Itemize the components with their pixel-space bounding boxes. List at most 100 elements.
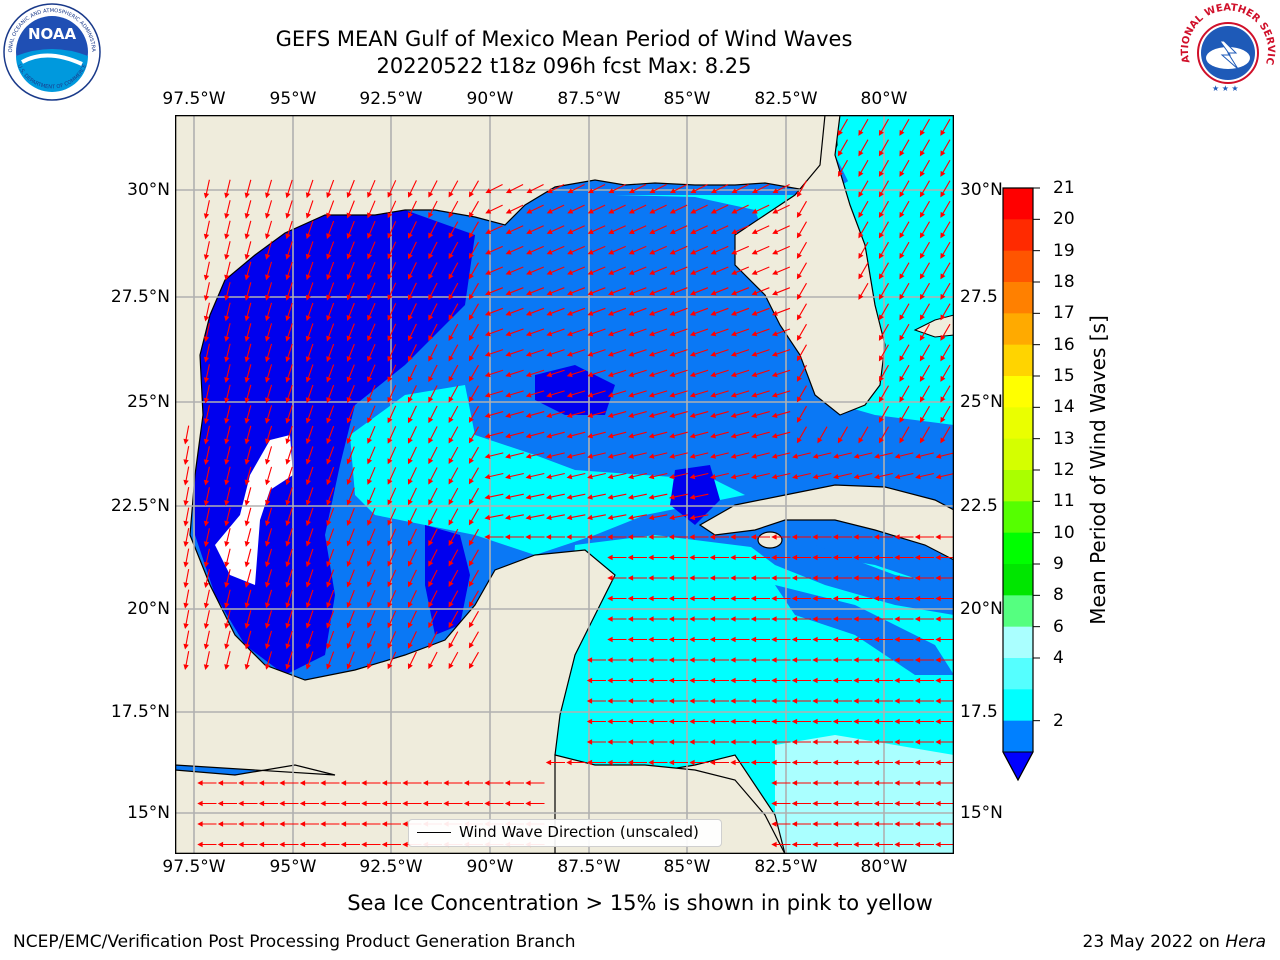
wind-arrow-head	[940, 232, 946, 239]
wind-arrow-head	[587, 249, 594, 255]
wind-arrow-head	[935, 534, 941, 540]
wind-arrow-head	[320, 841, 326, 848]
wind-arrow-head	[203, 192, 210, 199]
map-subtitle: 20220522 t18z 096h fcst Max: 8.25	[376, 54, 752, 78]
wind-arrow-head	[607, 473, 614, 480]
wind-arrow-head	[567, 208, 574, 214]
wind-arrow-head	[224, 377, 230, 383]
wind-arrow-head	[367, 376, 373, 383]
wind-arrow-head	[361, 821, 367, 827]
wind-arrow-head	[468, 642, 474, 649]
wind-arrow-head	[346, 376, 352, 383]
wind-arrow-head	[853, 575, 859, 581]
wind-arrow-head	[832, 575, 839, 581]
wind-arrow-head	[484, 514, 491, 521]
wind-arrow-head	[894, 677, 900, 684]
colorbar-segment	[1003, 282, 1033, 314]
left-tick-label: 20°N	[127, 599, 170, 619]
wind-arrow-head	[428, 212, 434, 219]
wind-arrow-head	[628, 188, 635, 194]
wind-arrow-head	[607, 412, 614, 418]
wind-arrow-head	[873, 821, 880, 827]
wind-arrow-head	[224, 500, 230, 506]
wind-arrow-head	[183, 520, 189, 527]
wind-arrow-head	[771, 636, 777, 643]
wind-arrow-head	[265, 274, 271, 281]
wind-arrow-head	[771, 473, 778, 480]
footer-credit: NCEP/EMC/Verification Post Processing Pr…	[13, 932, 576, 952]
wind-arrow-head	[919, 293, 925, 300]
wind-arrow-head	[285, 540, 291, 547]
colorbar-tick-label: 19	[1053, 240, 1075, 261]
wind-arrow-head	[217, 780, 224, 786]
wind-arrow-head	[526, 269, 533, 275]
colorbar-extend-triangle	[1002, 751, 1034, 782]
wind-arrow-head	[468, 252, 474, 259]
wind-arrow-head	[265, 315, 271, 322]
wind-arrow-head	[443, 800, 449, 807]
land-cuba	[698, 484, 954, 561]
wind-arrow-head	[387, 601, 393, 608]
wind-arrow-head	[730, 412, 737, 418]
wind-arrow-head	[858, 437, 864, 444]
wind-arrow-head	[669, 433, 675, 439]
wind-arrow-head	[878, 150, 884, 157]
wind-arrow-head	[224, 356, 230, 363]
wind-arrow-head	[649, 208, 656, 214]
wind-arrow-head	[203, 479, 210, 486]
wind-arrow-head	[367, 355, 373, 362]
wind-arrow-head	[468, 232, 474, 239]
colorbar-tick-label: 11	[1053, 491, 1075, 512]
wind-arrow-head	[919, 211, 925, 218]
wind-arrow-head	[771, 698, 777, 704]
wind-arrow-head	[940, 211, 946, 218]
wind-arrow-head	[935, 698, 941, 704]
wind-arrow-head	[919, 150, 925, 157]
wind-arrow-head	[878, 355, 884, 362]
wind-arrow-head	[505, 310, 512, 316]
wind-arrow-head	[689, 595, 695, 602]
wind-arrow-head	[265, 397, 271, 404]
wind-arrow-head	[914, 657, 921, 663]
wind-arrow-head	[197, 821, 203, 827]
wind-arrow-head	[244, 233, 250, 240]
wind-arrow-head	[751, 290, 758, 296]
colorbar-segment	[1003, 501, 1033, 534]
wind-arrow-head	[668, 698, 675, 704]
right-tick-label: 30°N	[960, 180, 1003, 200]
wind-arrow-head	[627, 575, 634, 581]
wind-arrow-head	[730, 331, 737, 337]
wind-arrow-head	[812, 739, 818, 745]
wind-arrow-head	[919, 334, 925, 341]
wind-arrow-head	[407, 540, 413, 547]
wind-arrow-head	[750, 718, 757, 725]
wind-arrow-head	[505, 494, 511, 500]
wind-arrow-head	[858, 273, 864, 280]
wind-arrow-head	[607, 616, 613, 622]
wind-arrow-head	[750, 759, 757, 766]
colorbar-segment	[1003, 188, 1033, 220]
wind-arrow-head	[771, 575, 777, 581]
wind-arrow-head	[265, 253, 271, 260]
wind-arrow-head	[772, 269, 779, 275]
wind-arrow-head	[566, 371, 573, 378]
wind-arrow-head	[914, 554, 921, 561]
wind-arrow-head	[771, 780, 777, 786]
wind-arrow-head	[935, 636, 941, 643]
wind-arrow-head	[505, 331, 512, 337]
deep-blue-bay-of-campeche	[425, 525, 470, 635]
wind-arrow-head	[183, 500, 189, 507]
left-tick-label: 17.5°N	[110, 702, 170, 722]
wind-arrow-head	[387, 273, 393, 280]
wind-arrow-head	[689, 331, 696, 337]
wind-arrow-head	[628, 310, 635, 316]
wind-arrow-head	[730, 595, 736, 602]
wind-arrow-head	[628, 392, 635, 398]
wind-arrow-head	[586, 698, 593, 704]
wind-arrow-head	[428, 622, 434, 629]
wind-arrow-head	[669, 290, 676, 296]
wind-arrow-head	[525, 780, 531, 786]
wind-arrow-head	[468, 211, 474, 218]
wind-arrow-head	[894, 821, 900, 827]
wind-arrow-head	[224, 438, 230, 445]
